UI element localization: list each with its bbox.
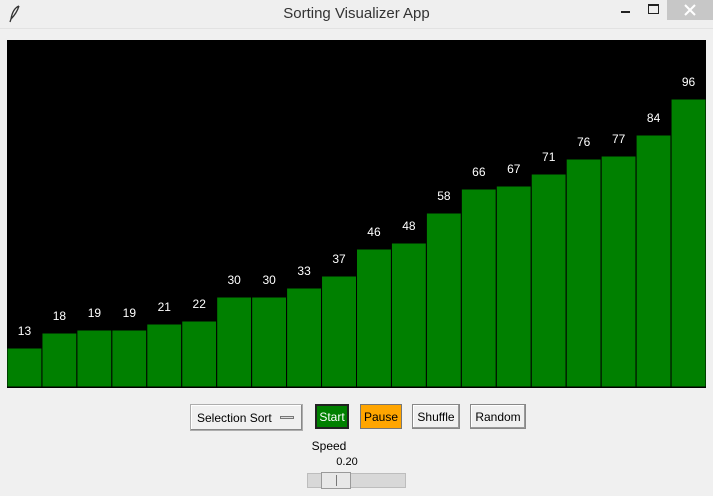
bar-chart: 13 18 19 19 21 22 30 30 33 37 46 48 58 66 67 71 76 77 84 96 — [7, 75, 706, 388]
bar — [530, 173, 567, 388]
random-button[interactable]: Random — [470, 404, 526, 429]
bar-value-label: 21 — [158, 300, 172, 314]
bar-value-label: 22 — [193, 297, 207, 311]
bar — [356, 248, 392, 388]
speed-slider-handle[interactable] — [320, 472, 351, 489]
minimize-icon — [621, 11, 630, 13]
bar-value-label: 58 — [437, 189, 451, 203]
bar-value-label: 66 — [472, 165, 486, 179]
window-title: Sorting Visualizer App — [283, 5, 430, 22]
bar — [76, 329, 113, 388]
bar-value-label: 76 — [577, 135, 591, 149]
feather-icon — [9, 5, 20, 23]
title-bar: Sorting Visualizer App — [0, 0, 713, 29]
minimize-button[interactable] — [610, 0, 640, 20]
bar — [565, 158, 602, 388]
bar — [181, 320, 218, 388]
bar-value-label: 71 — [542, 150, 556, 164]
close-icon — [684, 4, 696, 16]
bar — [670, 98, 706, 388]
bar — [495, 185, 532, 388]
close-button[interactable] — [667, 0, 713, 20]
bar — [390, 242, 427, 388]
maximize-button[interactable] — [640, 0, 666, 20]
bar — [425, 212, 462, 388]
bar-value-label: 37 — [332, 252, 346, 266]
bar — [7, 347, 43, 388]
speed-value: 0.20 — [336, 456, 358, 468]
maximize-icon — [648, 4, 659, 14]
bar-canvas: 13 18 19 19 21 22 30 30 33 37 46 48 58 66 67 71 76 77 84 96 — [7, 40, 706, 388]
bar — [251, 296, 288, 388]
bar-value-label: 77 — [612, 132, 626, 146]
bar-value-label: 48 — [402, 219, 416, 233]
bar-value-label: 19 — [88, 306, 102, 320]
bar — [460, 188, 497, 388]
slider-grip-icon — [335, 475, 337, 486]
bar-value-label: 84 — [647, 111, 661, 125]
bar — [111, 329, 148, 388]
bar — [635, 134, 672, 388]
bar — [286, 287, 323, 388]
bar — [321, 275, 357, 388]
shuffle-button[interactable]: Shuffle — [412, 404, 460, 429]
bar — [146, 323, 183, 388]
bar-value-label: 30 — [262, 273, 276, 287]
bar-value-label: 30 — [228, 273, 242, 287]
start-button[interactable]: Start — [315, 404, 349, 429]
bar — [216, 296, 253, 388]
pause-button[interactable]: Pause — [360, 404, 402, 429]
bar — [600, 155, 637, 388]
bar-value-label: 33 — [297, 264, 311, 278]
bar-value-label: 19 — [123, 306, 137, 320]
dropdown-indicator-icon — [280, 416, 294, 419]
bar-value-label: 67 — [507, 162, 521, 176]
bar — [41, 332, 78, 388]
bar-value-label: 46 — [367, 225, 381, 239]
speed-label: Speed — [311, 439, 347, 453]
bar-value-label: 13 — [18, 324, 32, 338]
algorithm-select[interactable]: Selection Sort — [190, 404, 303, 431]
bar-value-label: 96 — [682, 75, 696, 89]
bar-value-label: 18 — [53, 309, 67, 323]
algorithm-select-value: Selection Sort — [197, 410, 272, 425]
